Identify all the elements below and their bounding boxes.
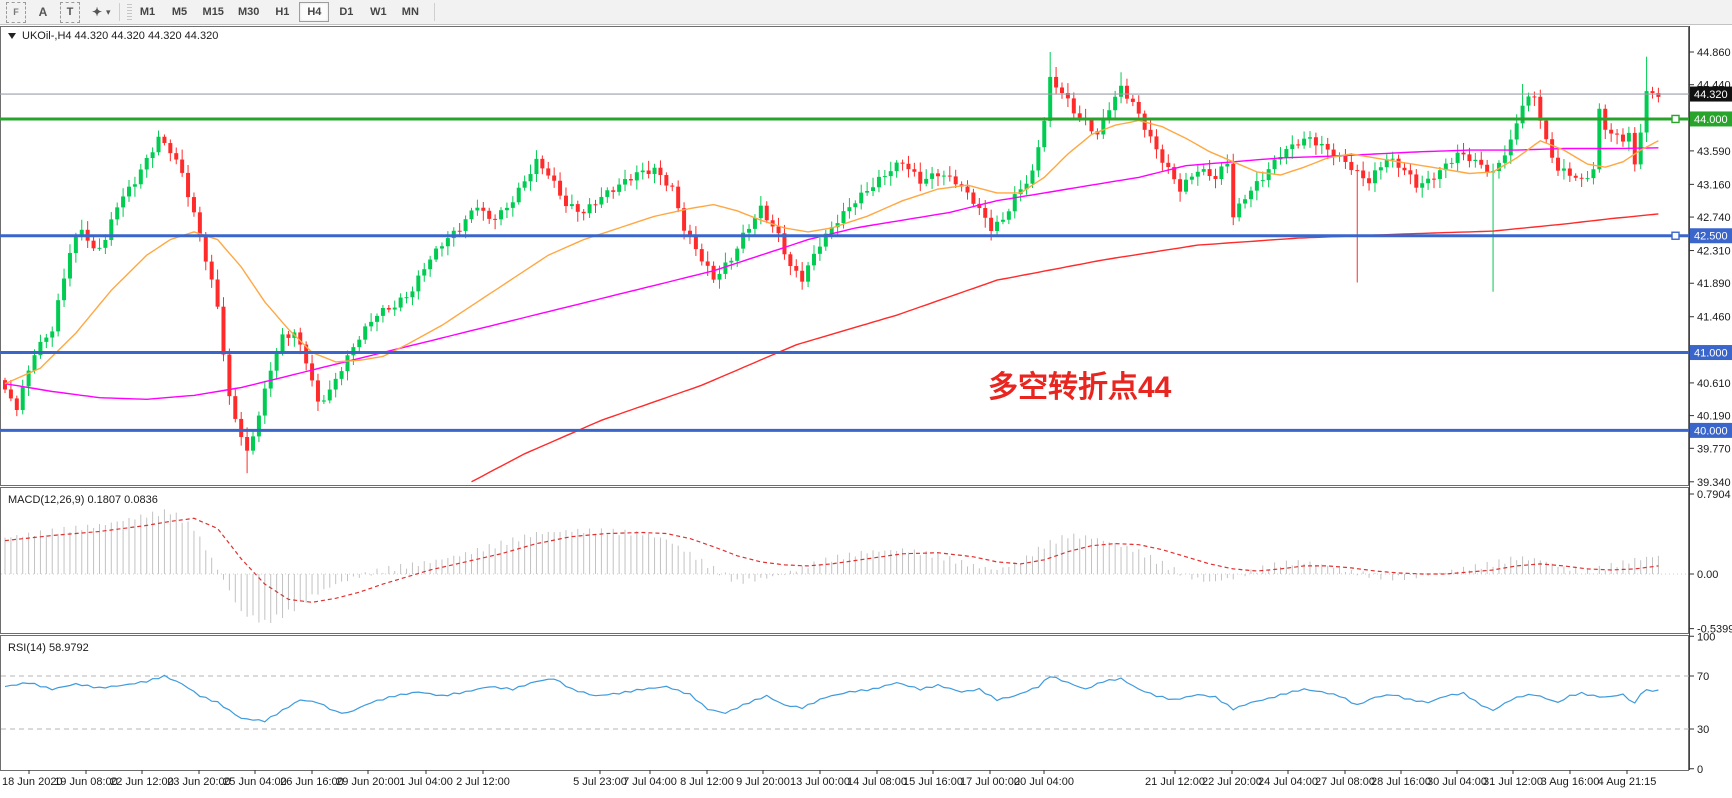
date-label: 20 Jul 04:00: [1014, 776, 1074, 788]
candlesticks: [3, 52, 1661, 474]
arrow-a-tool-icon[interactable]: A: [38, 5, 48, 19]
ma-fast-orange-line: [4, 119, 1659, 385]
toolbar: F A T ✦ ▾ M1 M5 M15 M30 H1 H4 D1 W1 MN: [0, 0, 1732, 25]
date-label: 28 Jul 16:00: [1371, 776, 1431, 788]
date-label: 7 Jul 04:00: [623, 776, 677, 788]
text-t-tool-icon[interactable]: T: [60, 1, 80, 23]
date-label: 3 Aug 16:00: [1541, 776, 1600, 788]
price-tick-label: 42.740: [1697, 212, 1731, 224]
rsi-axis-label: 70: [1697, 671, 1709, 683]
price-tick-label: 40.610: [1697, 378, 1731, 390]
rsi-panel: [0, 635, 1689, 771]
date-label: 21 Jul 12:00: [1145, 776, 1205, 788]
macd-axis-label: 0.00: [1697, 569, 1718, 581]
date-label: 22 Jun 12:00: [110, 776, 174, 788]
price-tick-label: 43.160: [1697, 179, 1731, 191]
price-tick-label: 44.860: [1697, 47, 1731, 59]
timeframe-button-m1[interactable]: M1: [133, 2, 163, 22]
ma-mid-magenta-line: [4, 147, 1659, 401]
date-label: 9 Jul 20:00: [736, 776, 790, 788]
date-label: 25 Jun 04:00: [223, 776, 287, 788]
date-label: 14 Jul 08:00: [847, 776, 907, 788]
timeframe-button-d1[interactable]: D1: [331, 2, 361, 22]
date-label: 5 Jul 23:00: [573, 776, 627, 788]
rsi-label: RSI(14) 58.9792: [8, 642, 89, 654]
timeframe-button-mn[interactable]: MN: [395, 2, 425, 22]
ma-slow-red-line: [471, 213, 1659, 483]
date-label: 26 Jun 16:00: [280, 776, 344, 788]
rsi-axis-label: 0: [1697, 764, 1703, 776]
price-tick-label: 43.590: [1697, 146, 1731, 158]
date-label: 13 Jul 00:00: [790, 776, 850, 788]
toolbar-divider-2: [434, 3, 436, 21]
date-label: 24 Jul 04:00: [1258, 776, 1318, 788]
date-label: 17 Jul 00:00: [960, 776, 1020, 788]
price-tick-label: 39.340: [1697, 477, 1731, 489]
date-label: 22 Jul 20:00: [1202, 776, 1262, 788]
date-label: 30 Jul 04:00: [1427, 776, 1487, 788]
date-label: 27 Jul 08:00: [1315, 776, 1375, 788]
date-label: 29 Jun 20:00: [336, 776, 400, 788]
annotation-text[interactable]: 多空转折点44: [988, 371, 1172, 404]
price-tick-label: 39.770: [1697, 443, 1731, 455]
shapes-tool-icon[interactable]: ✦: [91, 5, 103, 19]
date-label: 4 Aug 21:15: [1598, 776, 1657, 788]
level-price-box-44.000: 44.000: [1694, 114, 1728, 126]
price-axis[interactable]: 44.86044.44043.59043.16042.74042.31041.8…: [1689, 47, 1732, 776]
chart-title: UKOil-,H4 44.320 44.320 44.320 44.320: [22, 30, 218, 42]
macd-panel: [0, 487, 1689, 634]
rsi-axis-label: 30: [1697, 724, 1709, 736]
toolbar-divider: [118, 3, 120, 21]
timeframe-button-m30[interactable]: M30: [232, 2, 265, 22]
macd-plot: [1, 509, 1689, 623]
level-handle-42.500[interactable]: [1671, 231, 1680, 240]
main-panel: [0, 26, 1689, 486]
timeframe-button-w1[interactable]: W1: [363, 2, 393, 22]
toolbar-drag-handle[interactable]: [126, 4, 132, 20]
level-price-box-40.000: 40.000: [1694, 425, 1728, 437]
date-label: 23 Jun 20:00: [167, 776, 231, 788]
label-f-tool-icon[interactable]: F: [6, 1, 26, 23]
macd-axis-label: -0.5399: [1697, 624, 1732, 636]
level-price-box-41.000: 41.000: [1694, 348, 1728, 360]
timeframe-button-m15[interactable]: M15: [197, 2, 230, 22]
macd-axis-label: 0.7904: [1697, 489, 1731, 501]
chart-area[interactable]: 44.860 44.440 43.590 43.160 42.740 42.310 41.8…: [0, 25, 1732, 793]
timeframe-button-h4[interactable]: H4: [299, 2, 330, 22]
date-label: 15 Jul 16:00: [903, 776, 963, 788]
timeframe-button-m5[interactable]: M5: [165, 2, 195, 22]
price-tick-label: 40.190: [1697, 411, 1731, 423]
date-label: 31 Jul 12:00: [1483, 776, 1543, 788]
level-price-box-42.500: 42.500: [1694, 231, 1728, 243]
rsi-plot: [1, 674, 1689, 730]
date-label: 8 Jul 12:00: [680, 776, 734, 788]
date-label: 18 Jun 2020: [2, 776, 63, 788]
level-handle-44.000[interactable]: [1671, 114, 1680, 124]
date-label: 19 Jun 08:00: [54, 776, 118, 788]
current-price-box: 44.320: [1694, 89, 1728, 101]
moving-averages: [4, 119, 1659, 483]
date-label: 1 Jul 04:00: [399, 776, 453, 788]
price-tick-label: 41.890: [1697, 278, 1731, 290]
timeframe-button-h1[interactable]: H1: [267, 2, 297, 22]
date-label: 2 Jul 12:00: [456, 776, 510, 788]
horizontal-level-lines[interactable]: [0, 93, 1689, 432]
price-tick-label: 41.460: [1697, 312, 1731, 324]
panel-frames: [0, 26, 1690, 771]
rsi-line: [4, 674, 1659, 723]
price-tick-label: 42.310: [1697, 246, 1731, 258]
symbol-dropdown-triangle-icon[interactable]: [8, 33, 16, 39]
chart-canvas[interactable]: 44.86044.44043.59043.16042.74042.31041.8…: [0, 25, 1732, 793]
shapes-dropdown-caret-icon[interactable]: ▾: [106, 6, 111, 17]
macd-label: MACD(12,26,9) 0.1807 0.0836: [8, 494, 158, 506]
rsi-axis-label: 100: [1697, 631, 1715, 643]
